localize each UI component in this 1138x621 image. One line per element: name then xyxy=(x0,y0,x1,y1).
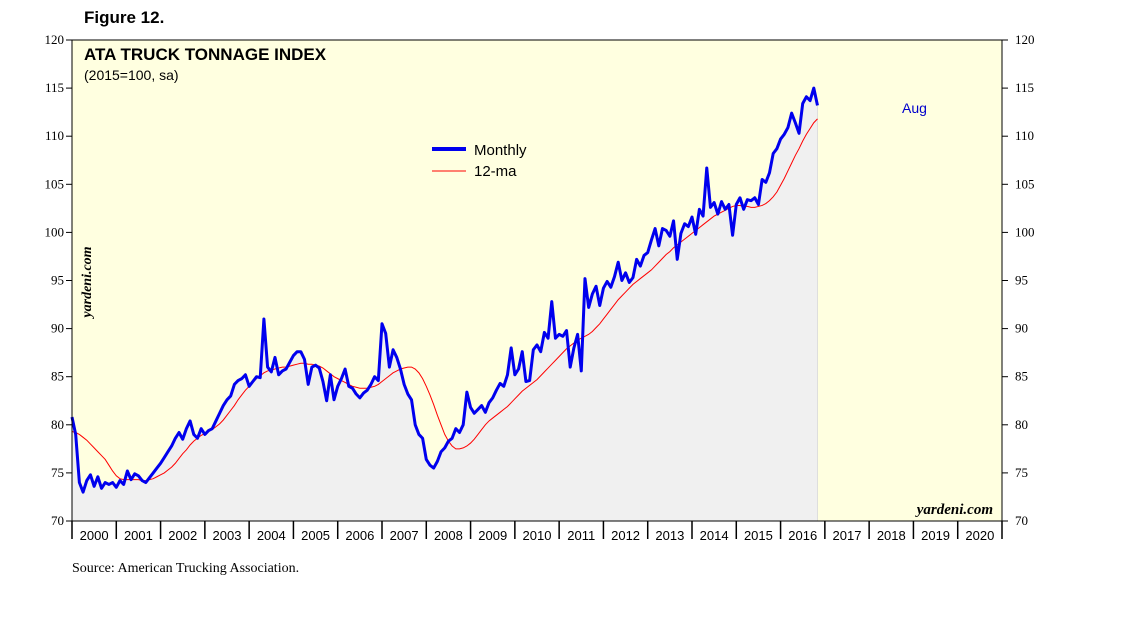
x-tick-label: 2020 xyxy=(965,528,994,543)
x-tick-label: 2011 xyxy=(567,528,595,543)
y-tick-label-right: 75 xyxy=(1015,465,1028,480)
y-tick-label-right: 90 xyxy=(1015,321,1028,336)
legend: Monthly 12-ma xyxy=(432,142,527,180)
figure-label: Figure 12. xyxy=(84,8,165,27)
y-tick-label-left: 70 xyxy=(51,513,64,528)
x-axis: 2000 2001 2002 2003 2004 2005 2006 2007 2008 2009… xyxy=(71,521,1003,543)
y-tick-label-right: 110 xyxy=(1015,128,1034,143)
y-tick-label-right: 100 xyxy=(1015,224,1035,239)
x-tick-label: 2001 xyxy=(124,528,153,543)
y-tick-label-left: 100 xyxy=(45,224,65,239)
x-tick-label: 2016 xyxy=(788,528,817,543)
x-tick-label: 2007 xyxy=(390,528,419,543)
x-tick-label: 2017 xyxy=(833,528,862,543)
x-tick-label: 2000 xyxy=(80,528,109,543)
y-tick-label-right: 105 xyxy=(1015,176,1035,191)
y-axis-left: 70 75 80 85 90 95 100 105 110 115 120 xyxy=(45,32,72,528)
x-tick-label: 2015 xyxy=(744,528,773,543)
x-tick-label: 2003 xyxy=(213,528,242,543)
y-tick-label-left: 105 xyxy=(45,176,65,191)
series-line-12-ma xyxy=(71,118,818,482)
y-tick-label-left: 85 xyxy=(51,369,64,384)
x-tick-label: 2004 xyxy=(257,528,286,543)
x-tick-label: 2005 xyxy=(301,528,330,543)
y-tick-label-left: 120 xyxy=(45,32,65,47)
y-tick-label-left: 110 xyxy=(45,128,64,143)
x-tick-label: 2006 xyxy=(345,528,374,543)
x-tick-label: 2014 xyxy=(700,528,729,543)
x-tick-label: 2018 xyxy=(877,528,906,543)
y-tick-label-right: 95 xyxy=(1015,273,1028,288)
x-tick-label: 2012 xyxy=(611,528,640,543)
x-tick-label: 2010 xyxy=(523,528,552,543)
y-tick-label-right: 85 xyxy=(1015,369,1028,384)
y-axis-right: 70 75 80 85 90 95 100 105 110 115 120 xyxy=(1002,32,1035,528)
watermark-vertical: yardeni.com xyxy=(80,246,95,319)
y-tick-label-left: 80 xyxy=(51,417,64,432)
x-tick-label: 2008 xyxy=(434,528,463,543)
legend-label-monthly: Monthly xyxy=(474,142,527,159)
x-tick-label: 2019 xyxy=(921,528,950,543)
x-tick-label: 2013 xyxy=(655,528,684,543)
y-tick-label-right: 70 xyxy=(1015,513,1028,528)
y-tick-label-left: 90 xyxy=(51,321,64,336)
series-line-monthly xyxy=(70,86,819,494)
y-tick-label-right: 115 xyxy=(1015,80,1034,95)
chart-subtitle: (2015=100, sa) xyxy=(84,67,179,83)
y-tick-label-right: 120 xyxy=(1015,32,1035,47)
y-tick-label-right: 80 xyxy=(1015,417,1028,432)
legend-label-12-ma: 12-ma xyxy=(474,163,517,180)
y-tick-label-left: 115 xyxy=(45,80,64,95)
watermark-corner: yardeni.com xyxy=(915,502,993,518)
y-tick-label-left: 95 xyxy=(51,273,64,288)
source-note: Source: American Trucking Association. xyxy=(72,561,300,576)
y-tick-label-left: 75 xyxy=(51,465,64,480)
x-tick-label: 2009 xyxy=(478,528,507,543)
x-tick-label: 2002 xyxy=(168,528,197,543)
monthly-area-fill xyxy=(72,88,818,521)
end-label-aug: Aug xyxy=(902,100,927,116)
chart-title: ATA TRUCK TONNAGE INDEX xyxy=(84,45,327,64)
